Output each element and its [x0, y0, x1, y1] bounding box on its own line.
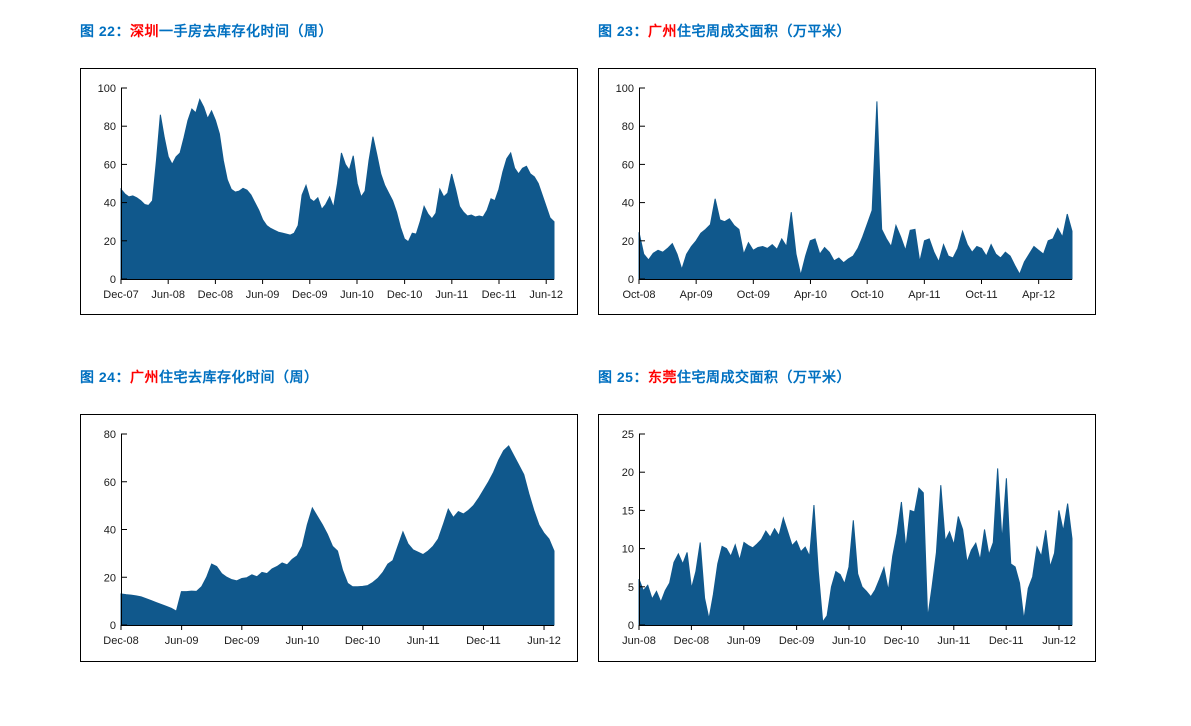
x-tick-label: Oct-11 — [965, 289, 997, 301]
y-tick-label: 20 — [622, 236, 634, 248]
figure-24-title: 图 24：广州住宅去库存化时间（周） — [80, 368, 318, 386]
y-tick-label: 100 — [98, 83, 116, 95]
figure-25-title: 图 25：东莞住宅周成交面积（万平米） — [598, 368, 851, 386]
x-tick-label: Jun-09 — [165, 635, 199, 647]
figure-22-city: 深圳 — [129, 23, 159, 39]
guangzhou-destocking-chart-panel: 0 20 40 60 80 Dec-08 Jun-09 Dec-09 Jun-10 Dec-10 J… — [80, 414, 578, 662]
y-tick-label: 25 — [622, 429, 634, 441]
dongguan-weekly-area-chart-panel: 0 5 10 15 20 25 Jun-08 Dec-08 Jun-09 Dec-09 Jun-10… — [598, 414, 1096, 662]
area-chart-广州: 0 20 40 60 80 100 Oct-08 Apr-09 Oct-09 Apr-10 Oct-… — [616, 83, 1073, 301]
y-tick-label: 80 — [104, 429, 116, 441]
y-tick-label: 100 — [616, 83, 634, 95]
x-tick-label: Dec-08 — [103, 635, 138, 647]
figure-23-city: 广州 — [647, 23, 677, 39]
figure-23-title: 图 23：广州住宅周成交面积（万平米） — [598, 22, 851, 40]
x-tick-label: Jun-12 — [527, 635, 561, 647]
figure-22-number: 图 22： — [80, 23, 130, 39]
x-tick-label: Dec-10 — [345, 635, 380, 647]
area-chart-东莞: 0 5 10 15 20 25 Jun-08 Dec-08 Jun-09 Dec-09 Jun-10… — [622, 429, 1076, 647]
x-tick-label: Dec-08 — [198, 289, 233, 301]
y-tick-label: 5 — [628, 582, 634, 594]
x-tick-label: Dec-09 — [292, 289, 327, 301]
y-tick-label: 20 — [622, 467, 634, 479]
x-tick-label: Dec-10 — [884, 635, 919, 647]
y-tick-label: 20 — [104, 236, 116, 248]
x-tick-label: Dec-09 — [779, 635, 814, 647]
guangzhou-weekly-area-chart-panel: 0 20 40 60 80 100 Oct-08 Apr-09 Oct-09 Apr-10 Oct-… — [598, 68, 1096, 315]
x-tick-label: Dec-10 — [387, 289, 422, 301]
y-tick-label: 0 — [110, 620, 116, 632]
x-tick-label: Apr-12 — [1022, 289, 1055, 301]
y-tick-label: 40 — [622, 198, 634, 210]
area-chart-深圳: 0 20 40 60 80 100 Dec-07 Jun-08 Dec-08 Jun-09 Dec-… — [98, 83, 563, 301]
figure-25-city: 东莞 — [647, 369, 677, 385]
x-tick-label: Jun-08 — [151, 289, 185, 301]
y-tick-label: 0 — [628, 620, 634, 632]
x-tick-label: Jun-09 — [727, 635, 761, 647]
figure-25-subject: 住宅周成交面积（万平米） — [676, 369, 851, 385]
y-tick-label: 40 — [104, 525, 116, 537]
figure-22-subject: 一手房去库存化时间（周） — [158, 23, 333, 39]
x-tick-label: Dec-11 — [482, 289, 517, 301]
x-tick-label: Dec-07 — [103, 289, 138, 301]
y-tick-label: 60 — [104, 159, 116, 171]
area-series — [638, 468, 1073, 626]
figure-24-number: 图 24： — [80, 369, 130, 385]
x-tick-label: Oct-10 — [851, 289, 884, 301]
x-tick-label: Jun-12 — [529, 289, 563, 301]
area-chart-广州: 0 20 40 60 80 Dec-08 Jun-09 Dec-09 Jun-10 Dec-10 J… — [103, 429, 561, 647]
y-tick-label: 60 — [104, 477, 116, 489]
figure-24-city: 广州 — [129, 369, 159, 385]
y-tick-label: 15 — [622, 505, 634, 517]
x-tick-label: Dec-11 — [466, 635, 501, 647]
x-tick-label: Jun-11 — [407, 635, 440, 647]
figure-22-title: 图 22：深圳一手房去库存化时间（周） — [80, 22, 333, 40]
y-tick-label: 20 — [104, 572, 116, 584]
area-series — [638, 101, 1073, 280]
x-tick-label: Apr-11 — [908, 289, 940, 301]
y-tick-label: 60 — [622, 159, 634, 171]
figure-24-subject: 住宅去库存化时间（周） — [158, 369, 319, 385]
y-tick-label: 0 — [628, 274, 634, 286]
y-tick-label: 80 — [622, 121, 634, 133]
figure-23-number: 图 23： — [598, 23, 648, 39]
y-tick-label: 40 — [104, 198, 116, 210]
y-tick-label: 0 — [110, 274, 116, 286]
x-tick-label: Apr-09 — [680, 289, 713, 301]
area-series — [120, 98, 555, 280]
x-tick-label: Oct-08 — [622, 289, 655, 301]
x-tick-label: Dec-08 — [674, 635, 709, 647]
x-tick-label: Jun-10 — [286, 635, 320, 647]
x-tick-label: Jun-12 — [1042, 635, 1076, 647]
x-tick-label: Jun-11 — [937, 635, 970, 647]
figure-25-number: 图 25： — [598, 369, 648, 385]
figure-23-subject: 住宅周成交面积（万平米） — [676, 23, 851, 39]
x-tick-label: Jun-09 — [246, 289, 280, 301]
x-tick-label: Jun-11 — [435, 289, 468, 301]
shenzhen-destocking-chart-panel: 0 20 40 60 80 100 Dec-07 Jun-08 Dec-08 Jun-09 Dec-… — [80, 68, 578, 315]
y-tick-label: 80 — [104, 121, 116, 133]
x-tick-label: Oct-09 — [737, 289, 770, 301]
x-tick-label: Apr-10 — [794, 289, 827, 301]
x-tick-label: Dec-09 — [224, 635, 259, 647]
x-tick-label: Jun-08 — [622, 635, 656, 647]
x-tick-label: Jun-10 — [832, 635, 866, 647]
y-tick-label: 10 — [622, 544, 634, 556]
area-series — [120, 445, 555, 626]
x-tick-label: Dec-11 — [989, 635, 1024, 647]
x-tick-label: Jun-10 — [340, 289, 374, 301]
